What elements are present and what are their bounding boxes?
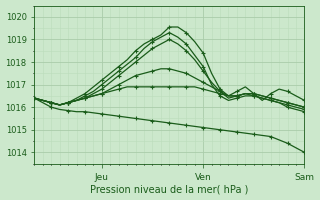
X-axis label: Pression niveau de la mer( hPa ): Pression niveau de la mer( hPa ) — [90, 184, 249, 194]
